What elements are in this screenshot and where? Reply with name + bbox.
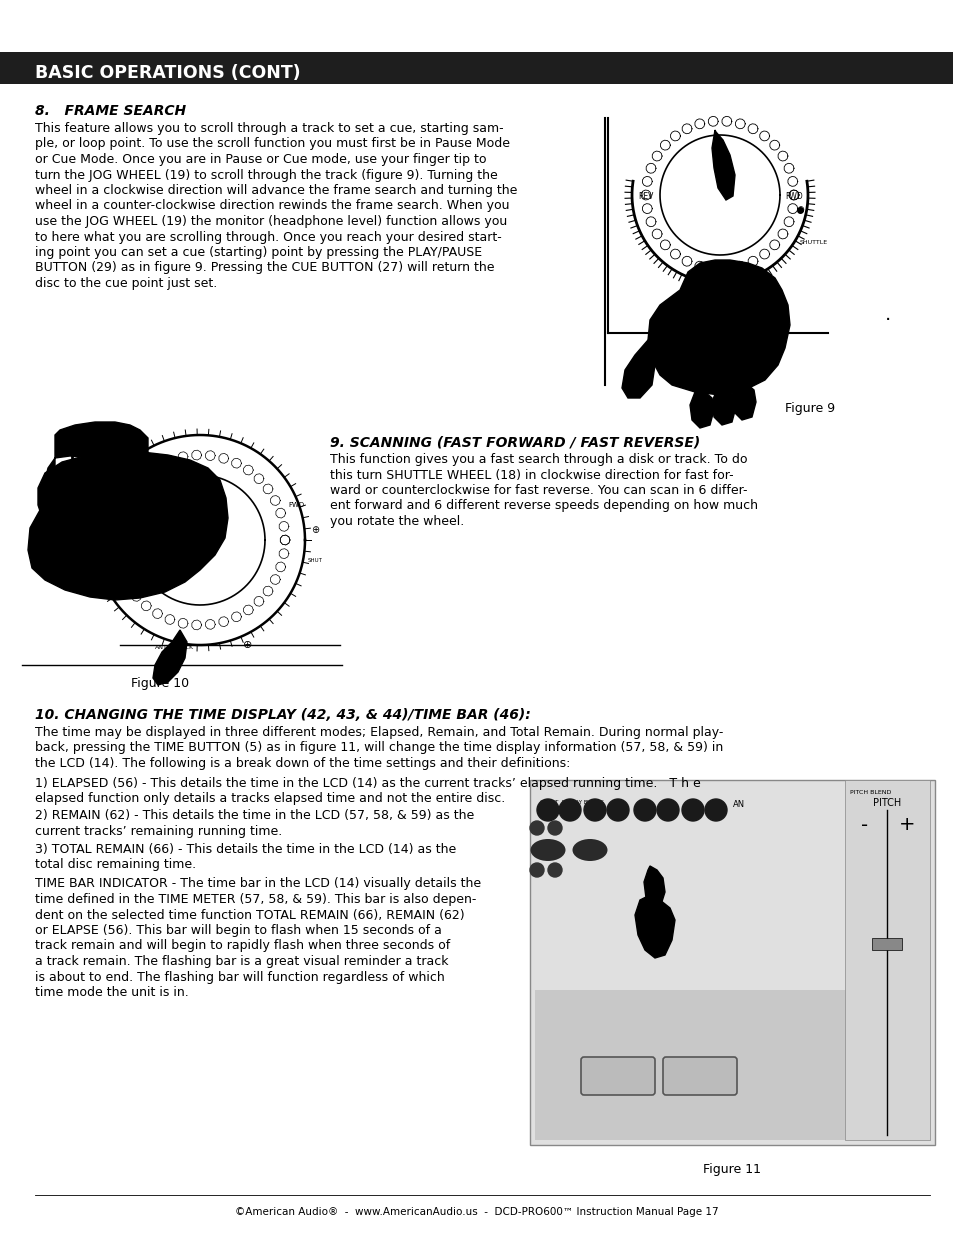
- Polygon shape: [731, 384, 755, 420]
- Text: a track remain. The flashing bar is a great visual reminder a track: a track remain. The flashing bar is a gr…: [35, 955, 448, 968]
- Text: or ELAPSE (56). This bar will begin to flash when 15 seconds of a: or ELAPSE (56). This bar will begin to f…: [35, 924, 441, 937]
- Polygon shape: [45, 422, 148, 495]
- Text: This function gives you a fast search through a disk or track. To do: This function gives you a fast search th…: [330, 453, 747, 466]
- Text: ©American Audio®  -  www.AmericanAudio.us  -  DCD-PRO600™ Instruction Manual Pag: ©American Audio® - www.AmericanAudio.us …: [235, 1207, 718, 1216]
- Text: disc to the cue point just set.: disc to the cue point just set.: [35, 277, 217, 290]
- Text: elapsed function only details a tracks elapsed time and not the entire disc.: elapsed function only details a tracks e…: [35, 792, 505, 805]
- Text: time mode the unit is in.: time mode the unit is in.: [35, 986, 189, 999]
- Text: -: -: [861, 815, 867, 835]
- Text: this turn SHUTTLE WHEEL (18) in clockwise direction for fast for-: this turn SHUTTLE WHEEL (18) in clockwis…: [330, 468, 733, 482]
- Circle shape: [530, 863, 543, 877]
- Text: 9. SCANNING (FAST FORWARD / FAST REVERSE): 9. SCANNING (FAST FORWARD / FAST REVERSE…: [330, 435, 700, 450]
- Text: SHUTTLE: SHUTTLE: [800, 240, 827, 245]
- Polygon shape: [152, 630, 187, 685]
- Text: back, pressing the TIME BUTTON (5) as in figure 11, will change the time display: back, pressing the TIME BUTTON (5) as in…: [35, 741, 722, 755]
- Text: FWD: FWD: [288, 501, 304, 508]
- FancyBboxPatch shape: [580, 1057, 655, 1095]
- Text: REV: REV: [638, 191, 653, 201]
- Text: time defined in the TIME METER (57, 58, & 59). This bar is also depen-: time defined in the TIME METER (57, 58, …: [35, 893, 476, 906]
- Text: PITCH: PITCH: [872, 798, 901, 808]
- Bar: [844, 781, 929, 1140]
- Bar: [530, 781, 934, 1145]
- Text: or Cue Mode. Once you are in Pause or Cue mode, use your finger tip to: or Cue Mode. Once you are in Pause or Cu…: [35, 153, 486, 165]
- Text: ⊕: ⊕: [795, 205, 803, 215]
- Text: to here what you are scrolling through. Once you reach your desired start-: to here what you are scrolling through. …: [35, 231, 501, 243]
- Text: Figure 11: Figure 11: [702, 1163, 760, 1176]
- FancyBboxPatch shape: [662, 1057, 737, 1095]
- Text: current tracks’ remaining running time.: current tracks’ remaining running time.: [35, 825, 282, 839]
- Polygon shape: [711, 130, 734, 200]
- Circle shape: [547, 863, 561, 877]
- Circle shape: [547, 821, 561, 835]
- Bar: [871, 939, 901, 950]
- Text: Figure 9: Figure 9: [784, 403, 834, 415]
- Text: +: +: [898, 815, 914, 835]
- Text: ANTI-SHOCK: ANTI-SHOCK: [155, 645, 194, 650]
- Text: turn the JOG WHEEL (19) to scroll through the track (figure 9). Turning the: turn the JOG WHEEL (19) to scroll throug…: [35, 168, 497, 182]
- Text: the LCD (14). The following is a break down of the time settings and their defin: the LCD (14). The following is a break d…: [35, 757, 570, 769]
- Circle shape: [657, 799, 679, 821]
- Text: 2) REMAIN (62) - This details the time in the LCD (57, 58, & 59) as the: 2) REMAIN (62) - This details the time i…: [35, 809, 474, 823]
- Polygon shape: [647, 261, 789, 395]
- Circle shape: [583, 799, 605, 821]
- Ellipse shape: [572, 839, 607, 861]
- Text: AN: AN: [732, 800, 744, 809]
- Text: BUTTON (29) as in figure 9. Pressing the CUE BUTTON (27) will return the: BUTTON (29) as in figure 9. Pressing the…: [35, 262, 494, 274]
- Polygon shape: [635, 897, 675, 958]
- Text: ⊕: ⊕: [311, 525, 318, 535]
- Text: 10. CHANGING THE TIME DISPLAY (42, 43, & 44)/TIME BAR (46):: 10. CHANGING THE TIME DISPLAY (42, 43, &…: [35, 708, 530, 722]
- Polygon shape: [28, 452, 228, 600]
- Circle shape: [537, 799, 558, 821]
- Text: is about to end. The flashing bar will function regardless of which: is about to end. The flashing bar will f…: [35, 971, 444, 983]
- Ellipse shape: [530, 839, 565, 861]
- Bar: [0, 52, 953, 84]
- Text: 8.   FRAME SEARCH: 8. FRAME SEARCH: [35, 104, 186, 119]
- Text: This feature allows you to scroll through a track to set a cue, starting sam-: This feature allows you to scroll throug…: [35, 122, 503, 135]
- Text: ing point you can set a cue (starting) point by pressing the PLAY/PAUSE: ing point you can set a cue (starting) p…: [35, 246, 481, 259]
- Text: BASIC OPERATIONS (CONT): BASIC OPERATIONS (CONT): [35, 64, 300, 82]
- Text: ward or counterclockwise for fast reverse. You can scan in 6 differ-: ward or counterclockwise for fast revers…: [330, 484, 747, 496]
- Text: COAST  REPLAY BYPASS: COAST REPLAY BYPASS: [539, 800, 603, 805]
- Text: CUE: CUE: [600, 1068, 635, 1083]
- Circle shape: [530, 821, 543, 835]
- Text: PITCH BLEND: PITCH BLEND: [849, 790, 890, 795]
- Text: SHUT: SHUT: [308, 558, 322, 563]
- Text: ►/Ⅱ: ►/Ⅱ: [685, 1068, 713, 1083]
- Bar: [535, 990, 929, 1140]
- Circle shape: [606, 799, 628, 821]
- Text: wheel in a clockwise direction will advance the frame search and turning the: wheel in a clockwise direction will adva…: [35, 184, 517, 198]
- Polygon shape: [711, 389, 735, 425]
- Polygon shape: [643, 866, 664, 910]
- Text: The time may be displayed in three different modes; Elapsed, Remain, and Total R: The time may be displayed in three diffe…: [35, 726, 722, 739]
- Polygon shape: [621, 340, 655, 398]
- Circle shape: [634, 799, 656, 821]
- Text: 1) ELAPSED (56) - This details the time in the LCD (14) as the current tracks’ e: 1) ELAPSED (56) - This details the time …: [35, 777, 700, 789]
- Circle shape: [704, 799, 726, 821]
- Text: dent on the selected time function TOTAL REMAIN (66), REMAIN (62): dent on the selected time function TOTAL…: [35, 909, 464, 921]
- Circle shape: [681, 799, 703, 821]
- Text: total disc remaining time.: total disc remaining time.: [35, 858, 196, 871]
- Polygon shape: [689, 391, 713, 429]
- Text: wheel in a counter-clockwise direction rewinds the frame search. When you: wheel in a counter-clockwise direction r…: [35, 200, 509, 212]
- Text: TIME BAR INDICATOR - The time bar in the LCD (14) visually details the: TIME BAR INDICATOR - The time bar in the…: [35, 878, 480, 890]
- Text: .: .: [884, 305, 890, 324]
- Text: Figure 10: Figure 10: [131, 677, 189, 690]
- Text: you rotate the wheel.: you rotate the wheel.: [330, 515, 464, 529]
- Text: ent forward and 6 different reverse speeds depending on how much: ent forward and 6 different reverse spee…: [330, 499, 758, 513]
- Text: track remain and will begin to rapidly flash when three seconds of: track remain and will begin to rapidly f…: [35, 940, 450, 952]
- Text: ple, or loop point. To use the scroll function you must first be in Pause Mode: ple, or loop point. To use the scroll fu…: [35, 137, 510, 151]
- Circle shape: [558, 799, 580, 821]
- Text: use the JOG WHEEL (19) the monitor (headphone level) function allows you: use the JOG WHEEL (19) the monitor (head…: [35, 215, 507, 228]
- Text: 3) TOTAL REMAIN (66) - This details the time in the LCD (14) as the: 3) TOTAL REMAIN (66) - This details the …: [35, 842, 456, 856]
- Text: FWD: FWD: [784, 191, 801, 201]
- Text: ⊕: ⊕: [243, 640, 253, 650]
